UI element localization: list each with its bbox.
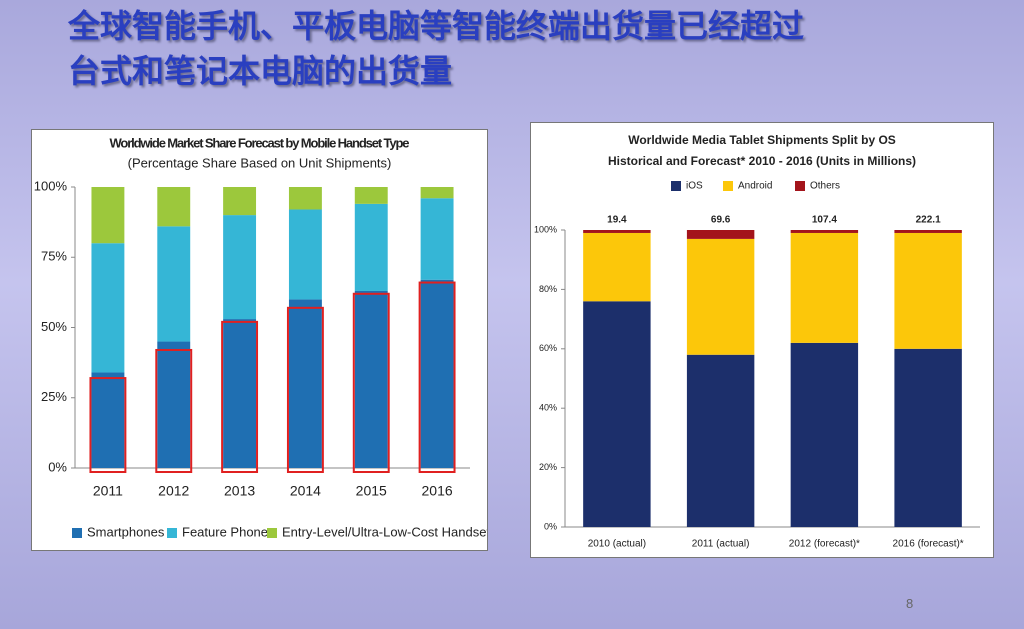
- bar: [790, 232, 859, 343]
- legend-swatch: [723, 181, 733, 191]
- bar: [420, 187, 454, 199]
- legend-label: Others: [810, 181, 840, 192]
- legend-swatch: [167, 528, 177, 538]
- legend-label: iOS: [686, 181, 703, 192]
- title-line: 台式和笔记本电脑的出货量: [68, 52, 453, 90]
- total-label: 107.4: [812, 215, 837, 226]
- y-tick-label: 100%: [34, 178, 68, 193]
- legend-label: Smartphones: [87, 524, 165, 539]
- total-label: 19.4: [607, 215, 627, 226]
- bar: [288, 209, 322, 300]
- y-tick-label: 80%: [539, 284, 557, 294]
- bar: [420, 279, 454, 468]
- y-tick-label: 20%: [539, 462, 557, 472]
- bar: [583, 232, 651, 302]
- x-tick-label: 2015: [356, 483, 387, 499]
- bar: [223, 215, 257, 320]
- y-tick-label: 60%: [539, 343, 557, 353]
- x-tick-label: 2010 (actual): [588, 539, 646, 550]
- bar: [354, 203, 388, 291]
- chart: Worldwide Market Share Forecast by Mobil…: [31, 129, 488, 551]
- legend-label: Feature Phones: [182, 524, 275, 539]
- y-tick-label: 0%: [544, 521, 557, 531]
- bar: [288, 299, 322, 468]
- chart-title: Worldwide Media Tablet Shipments Split b…: [628, 133, 896, 147]
- highlight-box: [352, 292, 390, 473]
- y-tick-label: 50%: [41, 319, 67, 334]
- title-line: 全球智能手机、平板电脑等智能终端出货量已经超过: [68, 7, 805, 45]
- y-tick-label: 100%: [534, 224, 557, 234]
- legend-swatch: [795, 181, 805, 191]
- page-number: 8: [906, 596, 914, 611]
- x-tick-label: 2014: [290, 483, 321, 499]
- highlight-box: [286, 306, 324, 473]
- x-tick-label: 2011 (actual): [692, 539, 750, 550]
- slide-title: 全球智能手机、平板电脑等智能终端出货量已经超过 台式和笔记本电脑的出货量: [68, 4, 804, 94]
- total-label: 69.6: [711, 215, 731, 226]
- bar: [790, 342, 859, 527]
- bar: [790, 230, 859, 233]
- legend-swatch: [671, 181, 681, 191]
- legend-label: Entry-Level/Ultra-Low-Cost Handsets: [282, 524, 488, 539]
- y-tick-label: 75%: [41, 249, 67, 264]
- x-tick-label: 2013: [224, 483, 255, 499]
- x-tick-label: 2011: [93, 483, 123, 499]
- chart-title: Worldwide Market Share Forecast by Mobil…: [110, 135, 410, 150]
- bar: [894, 348, 962, 527]
- x-tick-label: 2012: [158, 483, 189, 499]
- y-tick-label: 0%: [48, 459, 67, 474]
- x-tick-label: 2012 (forecast)*: [789, 539, 860, 550]
- bar: [223, 319, 257, 468]
- bar: [91, 372, 125, 468]
- bar: [354, 290, 388, 468]
- bar: [420, 198, 454, 280]
- x-tick-label: 2016 (forecast)*: [893, 539, 964, 550]
- chart-subtitle: Historical and Forecast* 2010 - 2016 (Un…: [608, 154, 916, 168]
- highlight-box: [89, 377, 127, 473]
- bar: [157, 341, 191, 468]
- bar: [223, 187, 257, 216]
- bar: [686, 230, 755, 239]
- chart: Worldwide Media Tablet Shipments Split b…: [530, 122, 994, 558]
- x-tick-label: 2016: [422, 483, 453, 499]
- bar: [583, 230, 651, 233]
- bar: [686, 238, 755, 355]
- total-label: 222.1: [916, 215, 941, 226]
- legend-swatch: [267, 528, 277, 538]
- legend-label: Android: [738, 181, 772, 192]
- highlight-box: [221, 320, 259, 473]
- chart-subtitle: (Percentage Share Based on Unit Shipment…: [128, 155, 392, 170]
- bar: [91, 187, 125, 244]
- bar: [894, 232, 962, 349]
- bar: [288, 187, 322, 210]
- legend-swatch: [72, 528, 82, 538]
- bar: [354, 187, 388, 204]
- bar: [157, 226, 191, 342]
- bar: [686, 354, 755, 527]
- bar: [157, 187, 191, 227]
- highlight-box: [155, 348, 193, 473]
- bar: [91, 243, 125, 373]
- bar: [583, 301, 651, 527]
- highlight-box: [418, 281, 456, 473]
- y-tick-label: 40%: [539, 403, 557, 413]
- y-tick-label: 25%: [41, 389, 67, 404]
- bar: [894, 230, 962, 233]
